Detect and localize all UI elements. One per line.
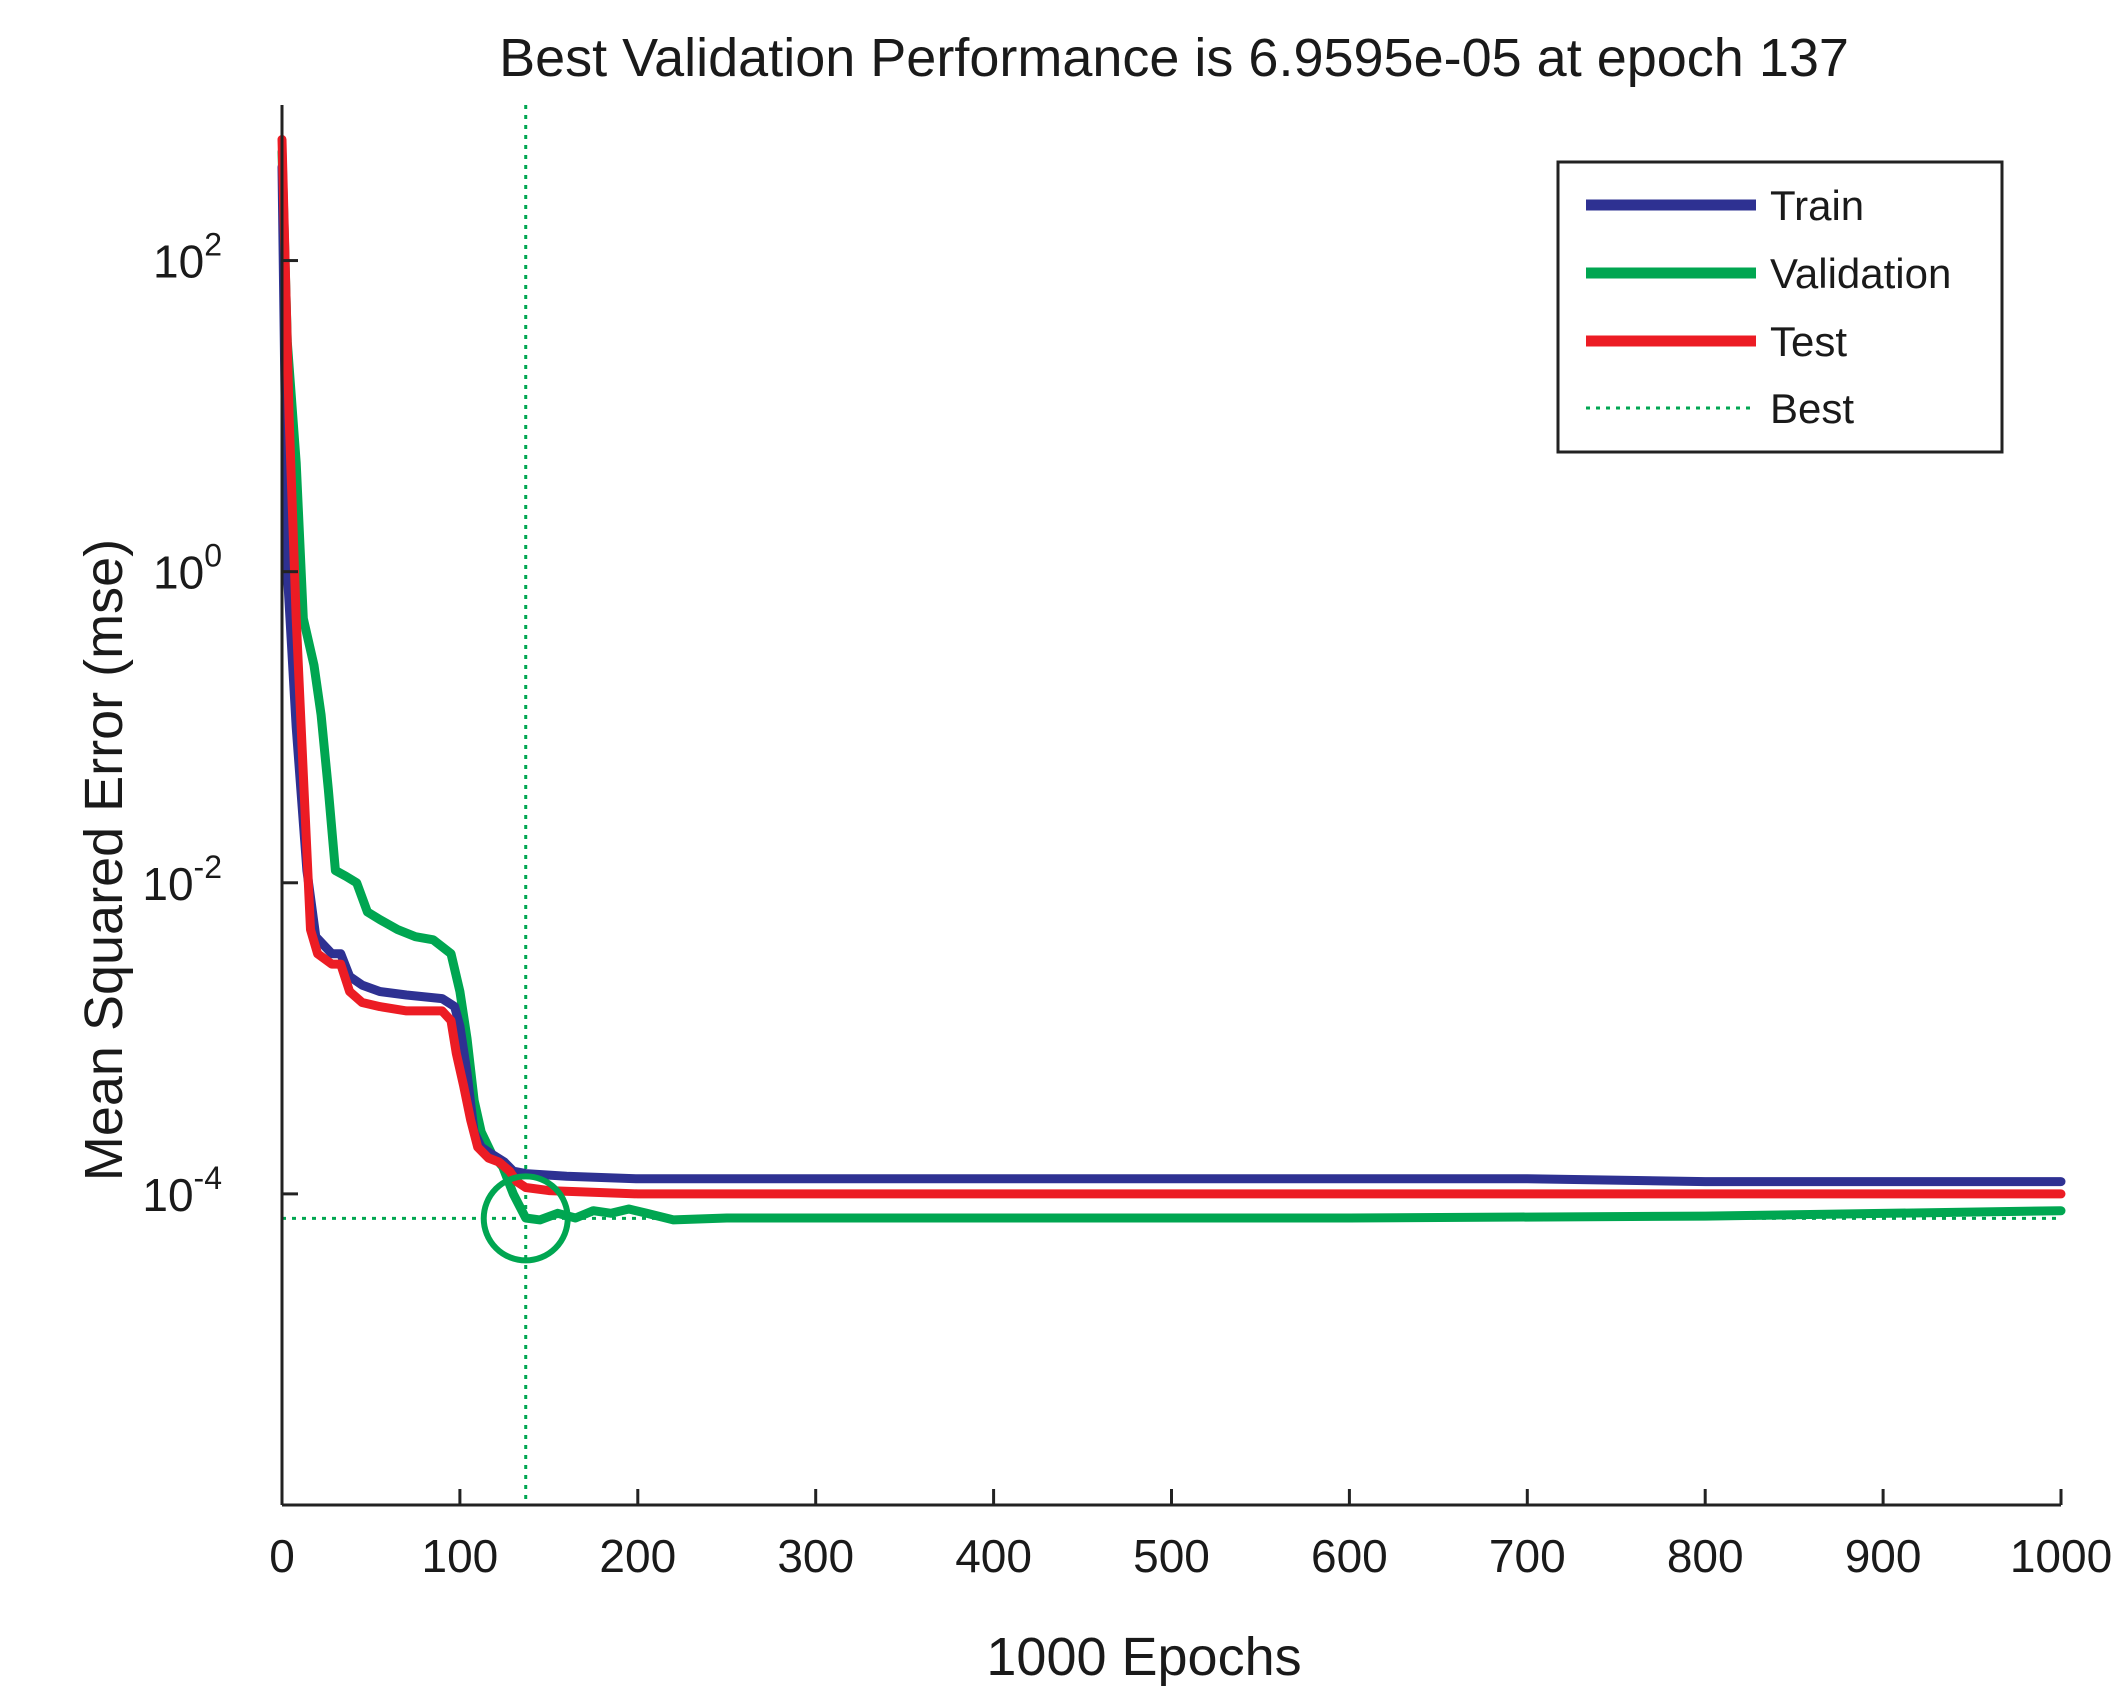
x-tick-label: 100 xyxy=(422,1530,499,1582)
x-tick-label: 800 xyxy=(1667,1530,1744,1582)
series-line-train xyxy=(277,162,2066,1187)
series-layer xyxy=(277,135,2066,1264)
legend-train-label: Train xyxy=(1770,182,1864,229)
x-tick-label: 200 xyxy=(599,1530,676,1582)
y-tick-label: 10-4 xyxy=(142,1160,222,1221)
x-tick-label: 1000 xyxy=(2010,1530,2112,1582)
legend-best-label: Best xyxy=(1770,385,1854,432)
y-tick-label: 100 xyxy=(153,538,222,599)
y-tick-label: 102 xyxy=(153,227,222,288)
x-tick-label: 500 xyxy=(1133,1530,1210,1582)
y-axis-label: Mean Squared Error (mse) xyxy=(74,539,134,1181)
legend: Train Validation Test Best xyxy=(1556,160,2004,454)
legend-validation-label: Validation xyxy=(1770,250,1951,297)
x-tick-label: 700 xyxy=(1489,1530,1566,1582)
x-tick-label: 300 xyxy=(777,1530,854,1582)
y-ticks: 102 100 10-2 10-4 xyxy=(142,227,298,1221)
x-tick-label: 0 xyxy=(269,1530,295,1582)
x-axis-label: 1000 Epochs xyxy=(986,1627,1301,1687)
x-tick-label: 600 xyxy=(1311,1530,1388,1582)
x-ticks: 0 100 200 300 400 500 600 700 800 900 1000 xyxy=(269,1489,2112,1582)
series-line-test xyxy=(277,135,2066,1199)
y-tick-label: 10-2 xyxy=(142,849,222,910)
x-tick-label: 400 xyxy=(955,1530,1032,1582)
best-point-marker xyxy=(480,1173,571,1264)
legend-test-label: Test xyxy=(1770,318,1847,365)
chart-title: Best Validation Performance is 6.9595e-0… xyxy=(499,28,1849,88)
x-tick-label: 900 xyxy=(1845,1530,1922,1582)
